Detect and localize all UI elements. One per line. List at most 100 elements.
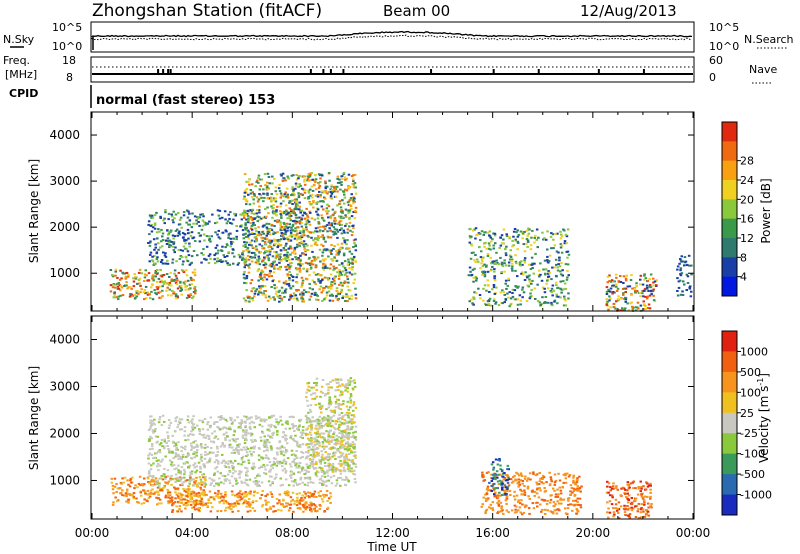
echo-cell (330, 184, 334, 187)
echo-cell (282, 200, 285, 203)
echo-cell (219, 418, 222, 421)
echo-cell (188, 283, 192, 286)
echo-cell (326, 414, 330, 417)
echo-cell (162, 487, 165, 489)
echo-cell (272, 261, 275, 264)
echo-cell (172, 291, 176, 294)
echo-cell (167, 480, 170, 483)
echo-cell (299, 254, 302, 257)
echo-cell (278, 190, 282, 192)
echo-cell (346, 462, 349, 465)
echo-cell (157, 497, 160, 500)
echo-cell (351, 380, 354, 383)
echo-cell (538, 275, 541, 278)
echo-cell (200, 459, 204, 462)
echo-cell (500, 261, 504, 264)
echo-cell (231, 493, 234, 496)
echo-cell (290, 295, 294, 298)
echo-cell (192, 441, 195, 444)
echo-cell (678, 262, 681, 265)
echo-cell (311, 420, 315, 423)
echo-cell (327, 277, 331, 280)
echo-cell (317, 403, 321, 405)
echo-cell (225, 243, 229, 246)
echo-cell (339, 472, 343, 475)
echo-cell (346, 278, 350, 281)
echo-cell (328, 399, 331, 402)
echo-cell (328, 402, 331, 405)
echo-cell (352, 183, 356, 186)
echo-cell (190, 491, 193, 494)
echo-cell (326, 441, 330, 444)
echo-cell (306, 262, 310, 265)
echo-cell (343, 455, 346, 458)
echo-cell (331, 208, 335, 211)
echo-cell (283, 282, 287, 285)
echo-cell (324, 180, 327, 183)
echo-cell (249, 227, 253, 230)
echo-cell (167, 490, 170, 492)
echo-cell (283, 226, 287, 229)
echo-cell (127, 501, 130, 504)
echo-cell (206, 461, 210, 464)
echo-cell (529, 295, 532, 298)
echo-cell (226, 255, 229, 258)
echo-cell (186, 228, 190, 231)
echo-cell (344, 413, 347, 416)
echo-cell (221, 260, 225, 263)
echo-cell (336, 230, 340, 233)
echo-cell (340, 443, 343, 446)
echo-cell (171, 477, 174, 480)
echo-cell (232, 434, 236, 437)
echo-cell (481, 270, 484, 273)
echo-cell (279, 221, 282, 224)
echo-cell (200, 481, 203, 483)
echo-cell (178, 470, 181, 473)
echo-cell (351, 426, 354, 429)
echo-cell (326, 203, 329, 206)
echo-cell (329, 195, 333, 198)
echo-cell (309, 424, 313, 427)
echo-cell (298, 471, 302, 474)
echo-cell (156, 260, 160, 263)
echo-cell (249, 434, 253, 437)
echo-cell (243, 233, 246, 236)
echo-cell (330, 293, 333, 296)
echo-cell (508, 254, 512, 257)
echo-cell (278, 289, 281, 292)
echo-cell (296, 243, 299, 246)
echo-cell (177, 501, 180, 504)
echo-cell (192, 222, 195, 225)
echo-cell (284, 451, 287, 454)
echo-cell (317, 278, 320, 281)
echo-cell (316, 452, 319, 455)
echo-cell (285, 494, 288, 497)
echo-cell (327, 497, 331, 500)
echo-cell (301, 436, 304, 439)
echo-cell (239, 423, 243, 426)
echo-cell (286, 238, 290, 241)
echo-cell (335, 259, 339, 262)
echo-cell (127, 483, 130, 486)
echo-cell (218, 501, 221, 504)
echo-cell (176, 448, 179, 451)
echo-cell (353, 443, 356, 446)
echo-cell (337, 405, 340, 408)
echo-cell (301, 298, 305, 301)
echo-cell (281, 292, 284, 295)
echo-cell (196, 502, 199, 505)
echo-cell (339, 408, 343, 411)
echo-cell (209, 440, 213, 443)
echo-cell (553, 266, 557, 269)
echo-cell (560, 291, 563, 294)
echo-cell (161, 262, 165, 265)
echo-cell (333, 187, 336, 189)
echo-cell (247, 230, 251, 233)
echo-cell (238, 476, 241, 479)
echo-cell (341, 282, 344, 285)
echo-cell (277, 447, 280, 450)
echo-cell (280, 509, 283, 512)
echo-cell (255, 237, 258, 240)
echo-cell (350, 298, 353, 301)
echo-cell (179, 249, 182, 252)
